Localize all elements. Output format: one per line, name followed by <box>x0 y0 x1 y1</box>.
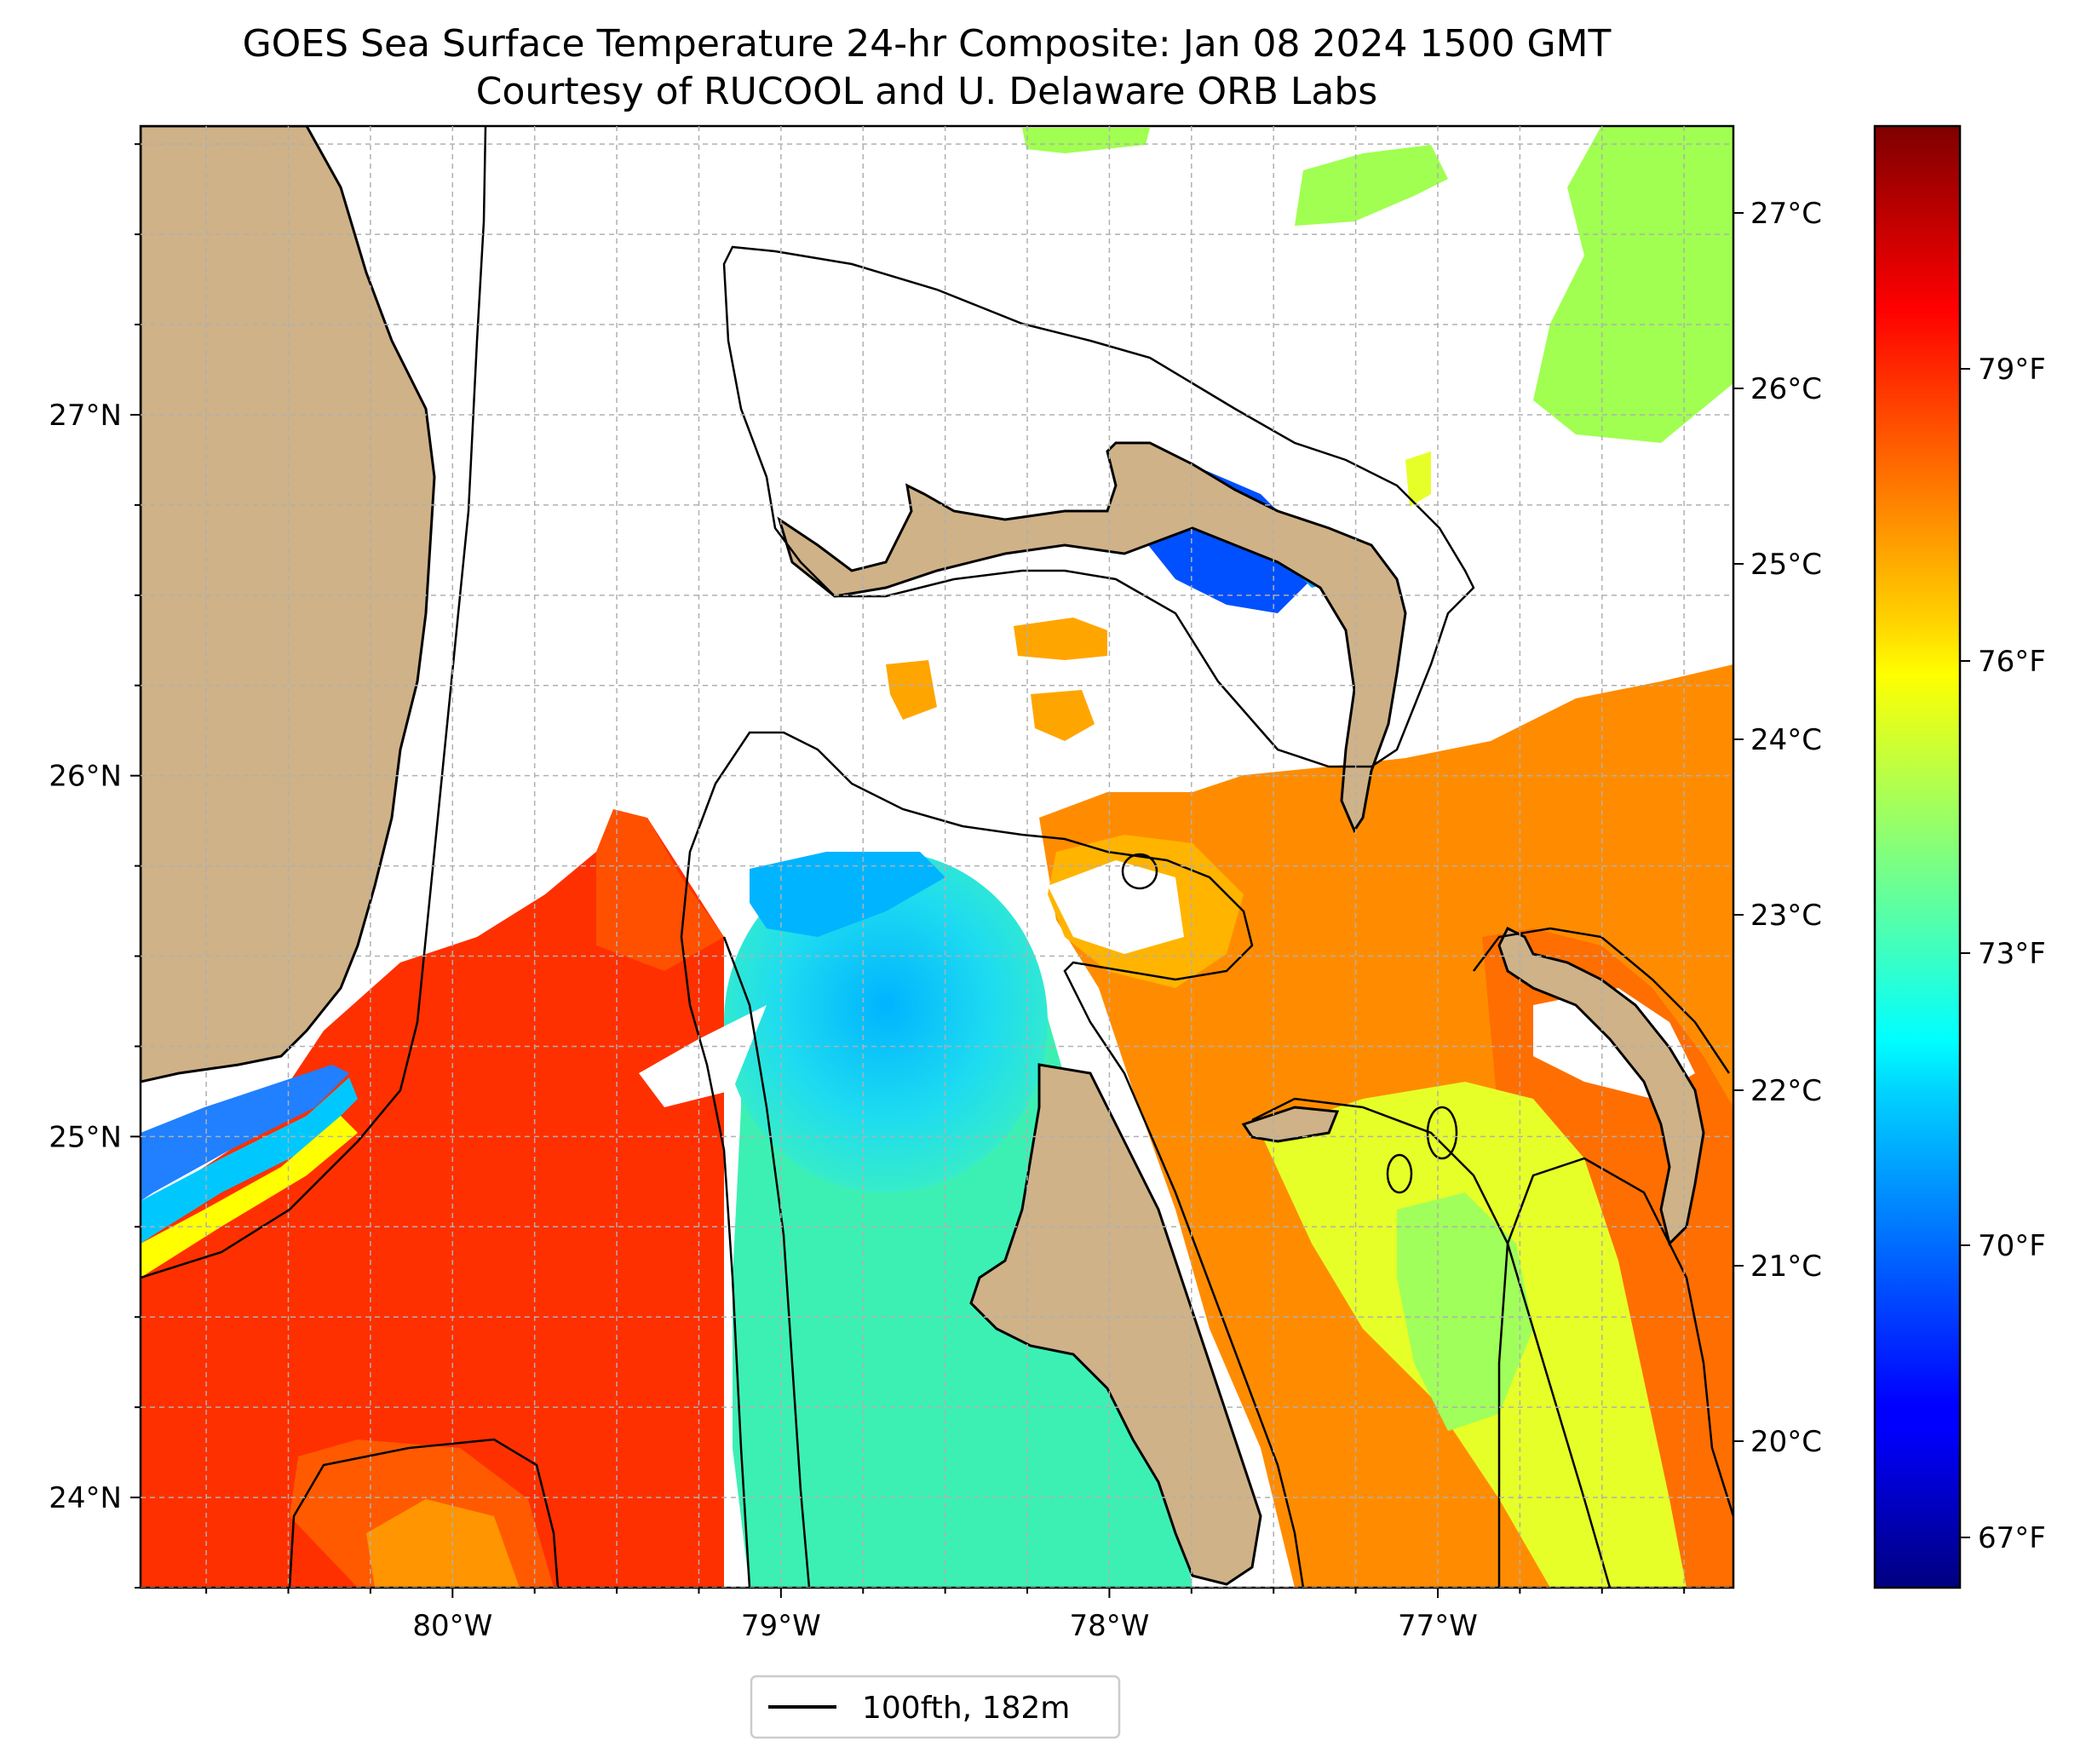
fahrenheit-scale: 79°F 76°F 73°F 70°F 67°F <box>1960 353 2046 1555</box>
land <box>141 126 1705 1586</box>
celsius-tick-label: 21°C <box>1750 1250 1822 1284</box>
legend-box <box>750 1675 1121 1739</box>
fahrenheit-tick-label: 67°F <box>1978 1521 2046 1555</box>
x-tick-label: 77°W <box>1398 1609 1478 1643</box>
andros-island <box>969 1063 1262 1586</box>
x-tick-label: 79°W <box>741 1609 821 1643</box>
new-providence <box>1241 1106 1340 1143</box>
grand-bahama <box>777 441 1407 834</box>
x-tick-label: 80°W <box>412 1609 492 1643</box>
celsius-tick-label: 22°C <box>1750 1074 1822 1108</box>
longitude-axis: 80°W 79°W 78°W 77°W <box>205 1588 1686 1643</box>
celsius-tick-label: 27°C <box>1750 197 1822 231</box>
ne-green-patches <box>1022 126 1733 507</box>
celsius-tick-label: 20°C <box>1750 1425 1822 1459</box>
celsius-tick-label: 23°C <box>1750 899 1822 933</box>
x-tick-label: 78°W <box>1069 1609 1149 1643</box>
y-tick-label: 24°N <box>49 1481 122 1515</box>
y-tick-label: 25°N <box>49 1120 122 1154</box>
fahrenheit-tick-label: 73°F <box>1978 937 2046 971</box>
chart-subtitle: Courtesy of RUCOOL and U. Delaware ORB L… <box>476 70 1377 113</box>
y-tick-label: 27°N <box>49 399 122 433</box>
y-tick-label: 26°N <box>49 760 122 794</box>
celsius-tick-label: 25°C <box>1750 548 1822 582</box>
fahrenheit-tick-label: 76°F <box>1978 645 2046 679</box>
celsius-scale: 27°C 26°C 25°C 24°C 23°C 22°C 21°C 20°C <box>1733 197 1822 1459</box>
celsius-tick-label: 24°C <box>1750 723 1822 757</box>
legend-label: 100fth, 182m <box>862 1691 1070 1726</box>
colorbar: 79°F 76°F 73°F 70°F 67°F <box>1873 124 2046 1589</box>
fahrenheit-tick-label: 79°F <box>1978 353 2046 387</box>
chart-title: GOES Sea Surface Temperature 24-hr Compo… <box>243 22 1612 66</box>
sst-field <box>141 618 1733 1588</box>
florida-landmass <box>141 126 436 1083</box>
isobath-contours <box>141 126 1733 1588</box>
colorbar-gradient <box>1873 124 1962 1589</box>
legend: 100fth, 182m <box>750 1675 1121 1739</box>
latitude-axis: 24°N 25°N 26°N 27°N <box>49 143 141 1589</box>
fahrenheit-tick-label: 70°F <box>1978 1229 2046 1263</box>
celsius-tick-label: 26°C <box>1750 372 1822 406</box>
map-gridlines <box>141 126 1733 1588</box>
map-panel <box>141 126 1733 1588</box>
